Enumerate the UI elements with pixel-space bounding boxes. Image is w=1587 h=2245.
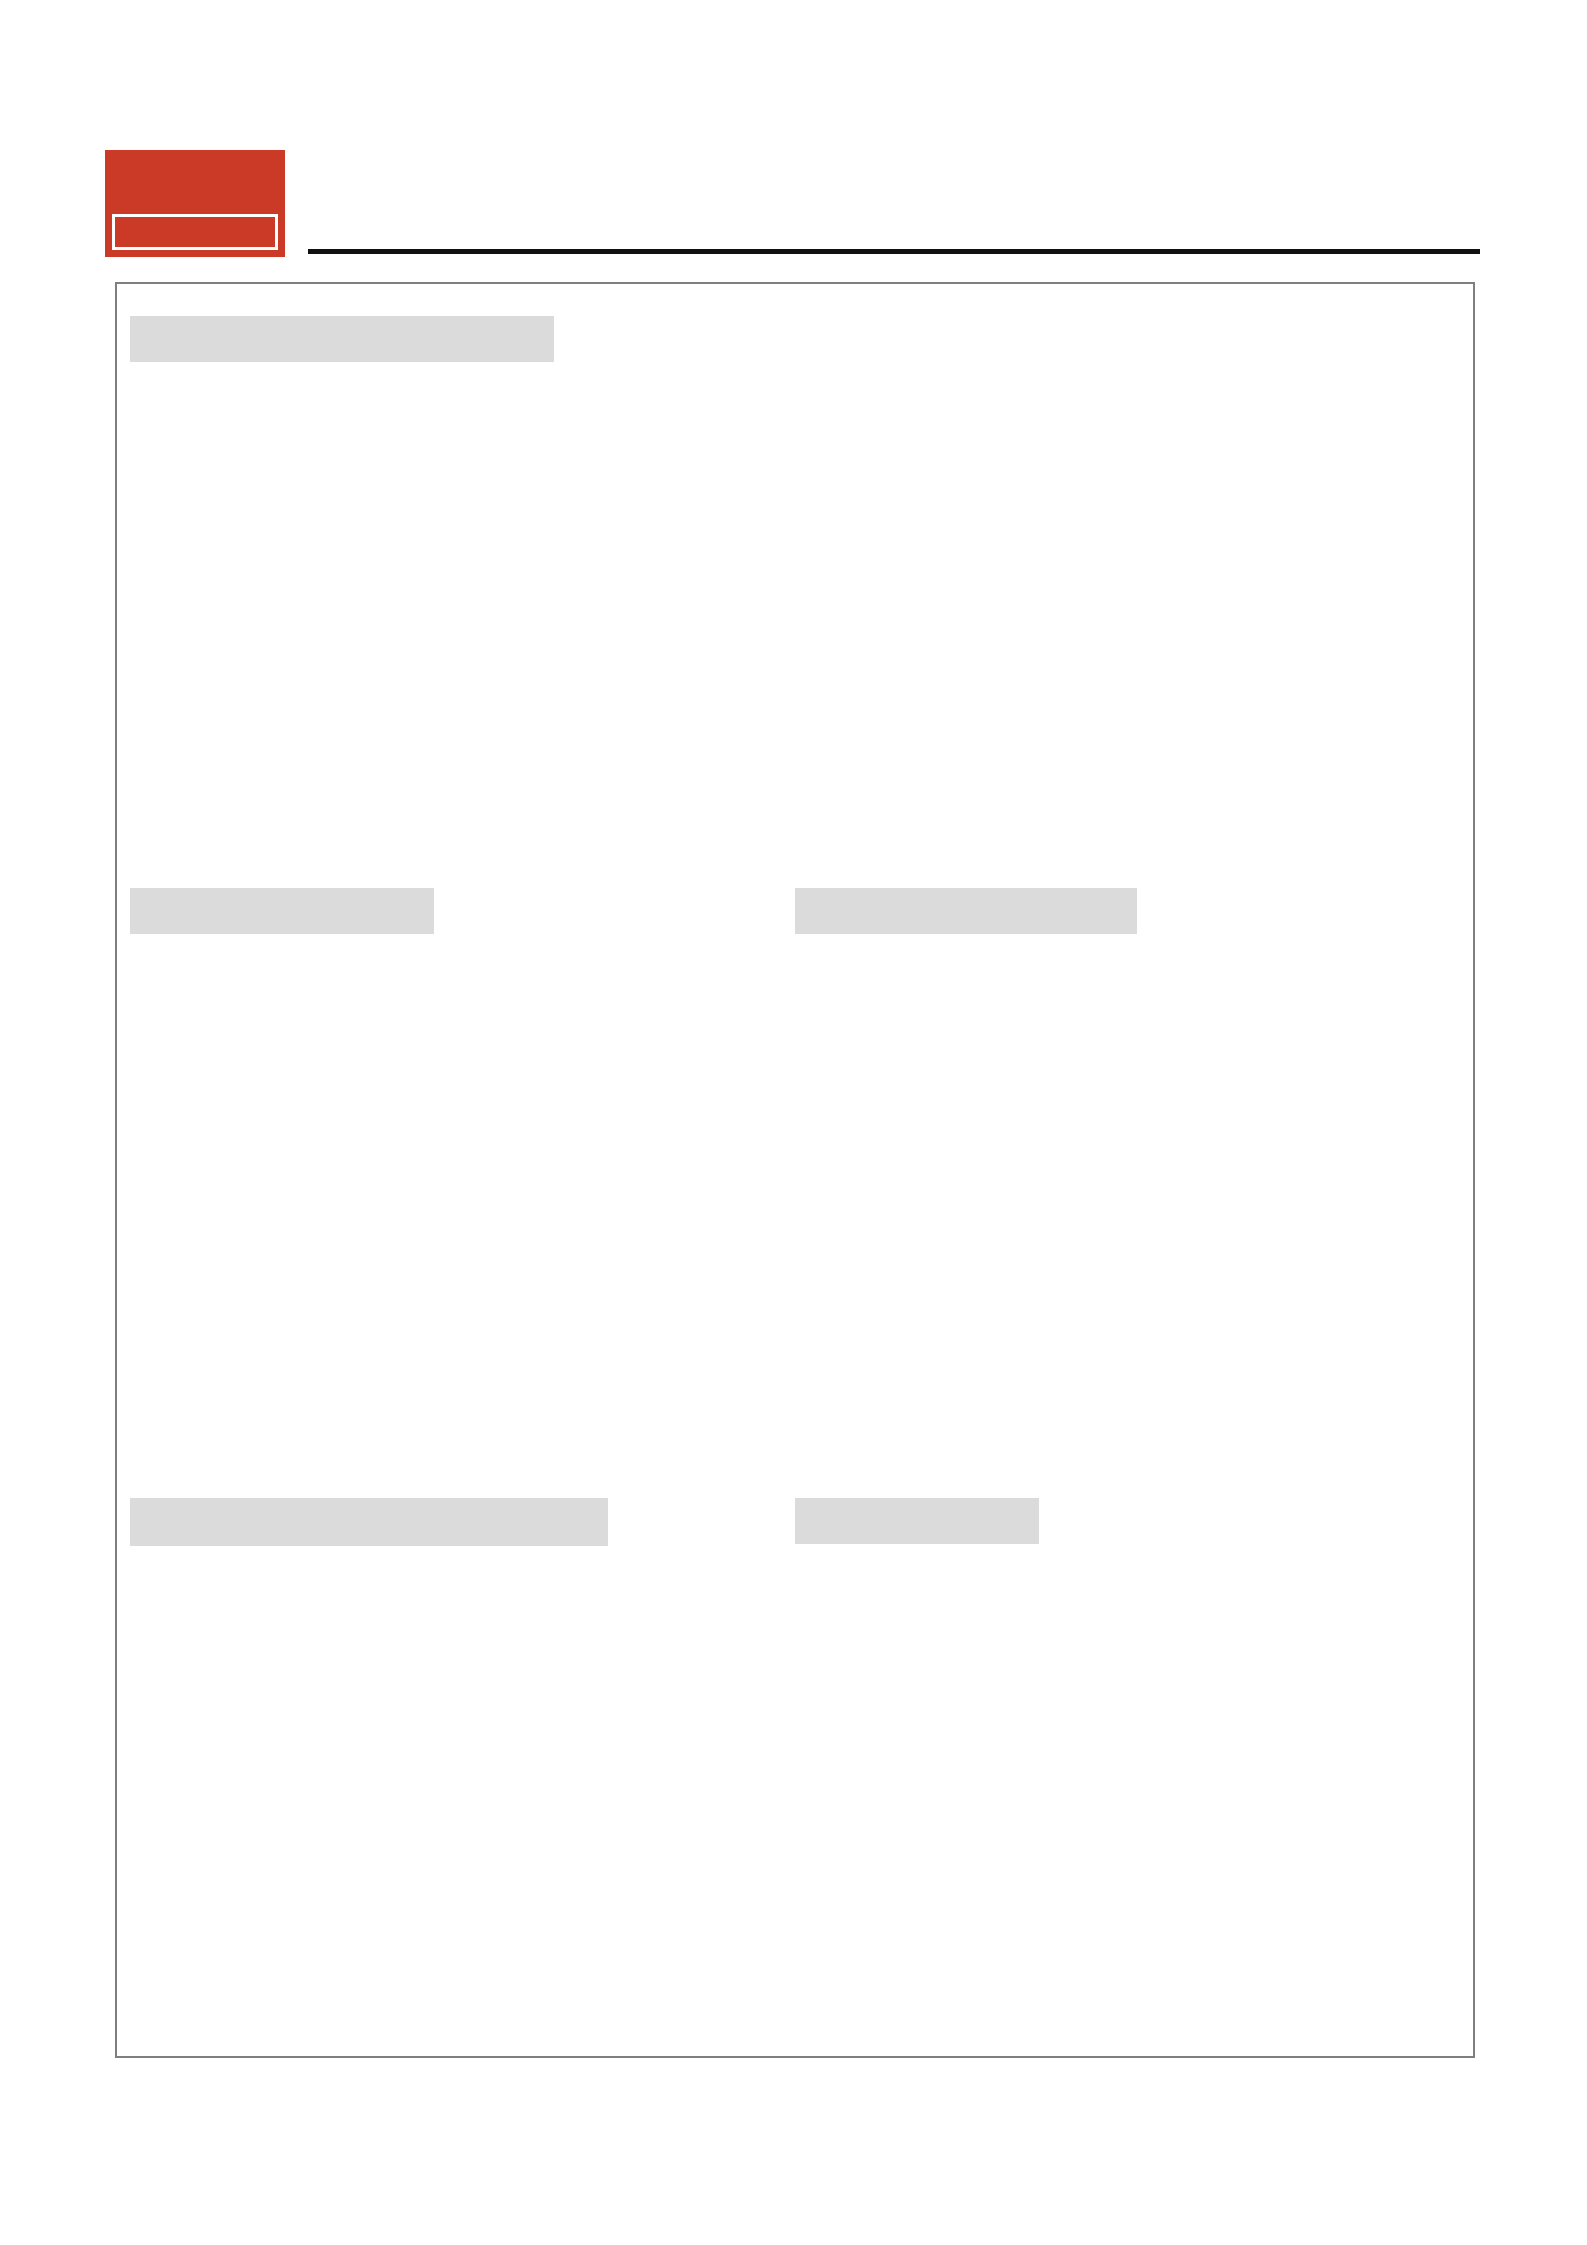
section-efficiency-vs-load — [795, 1498, 1039, 1544]
meanwell-logo — [105, 150, 285, 257]
logo-brand-band — [112, 214, 278, 250]
content-border-box — [115, 282, 1475, 2058]
section-thd — [130, 1498, 608, 1546]
section-power-factor — [795, 888, 1137, 934]
title-underline — [308, 249, 1480, 254]
section-output-load-vs-temp — [130, 316, 554, 362]
section-static-characteristic — [130, 888, 434, 934]
